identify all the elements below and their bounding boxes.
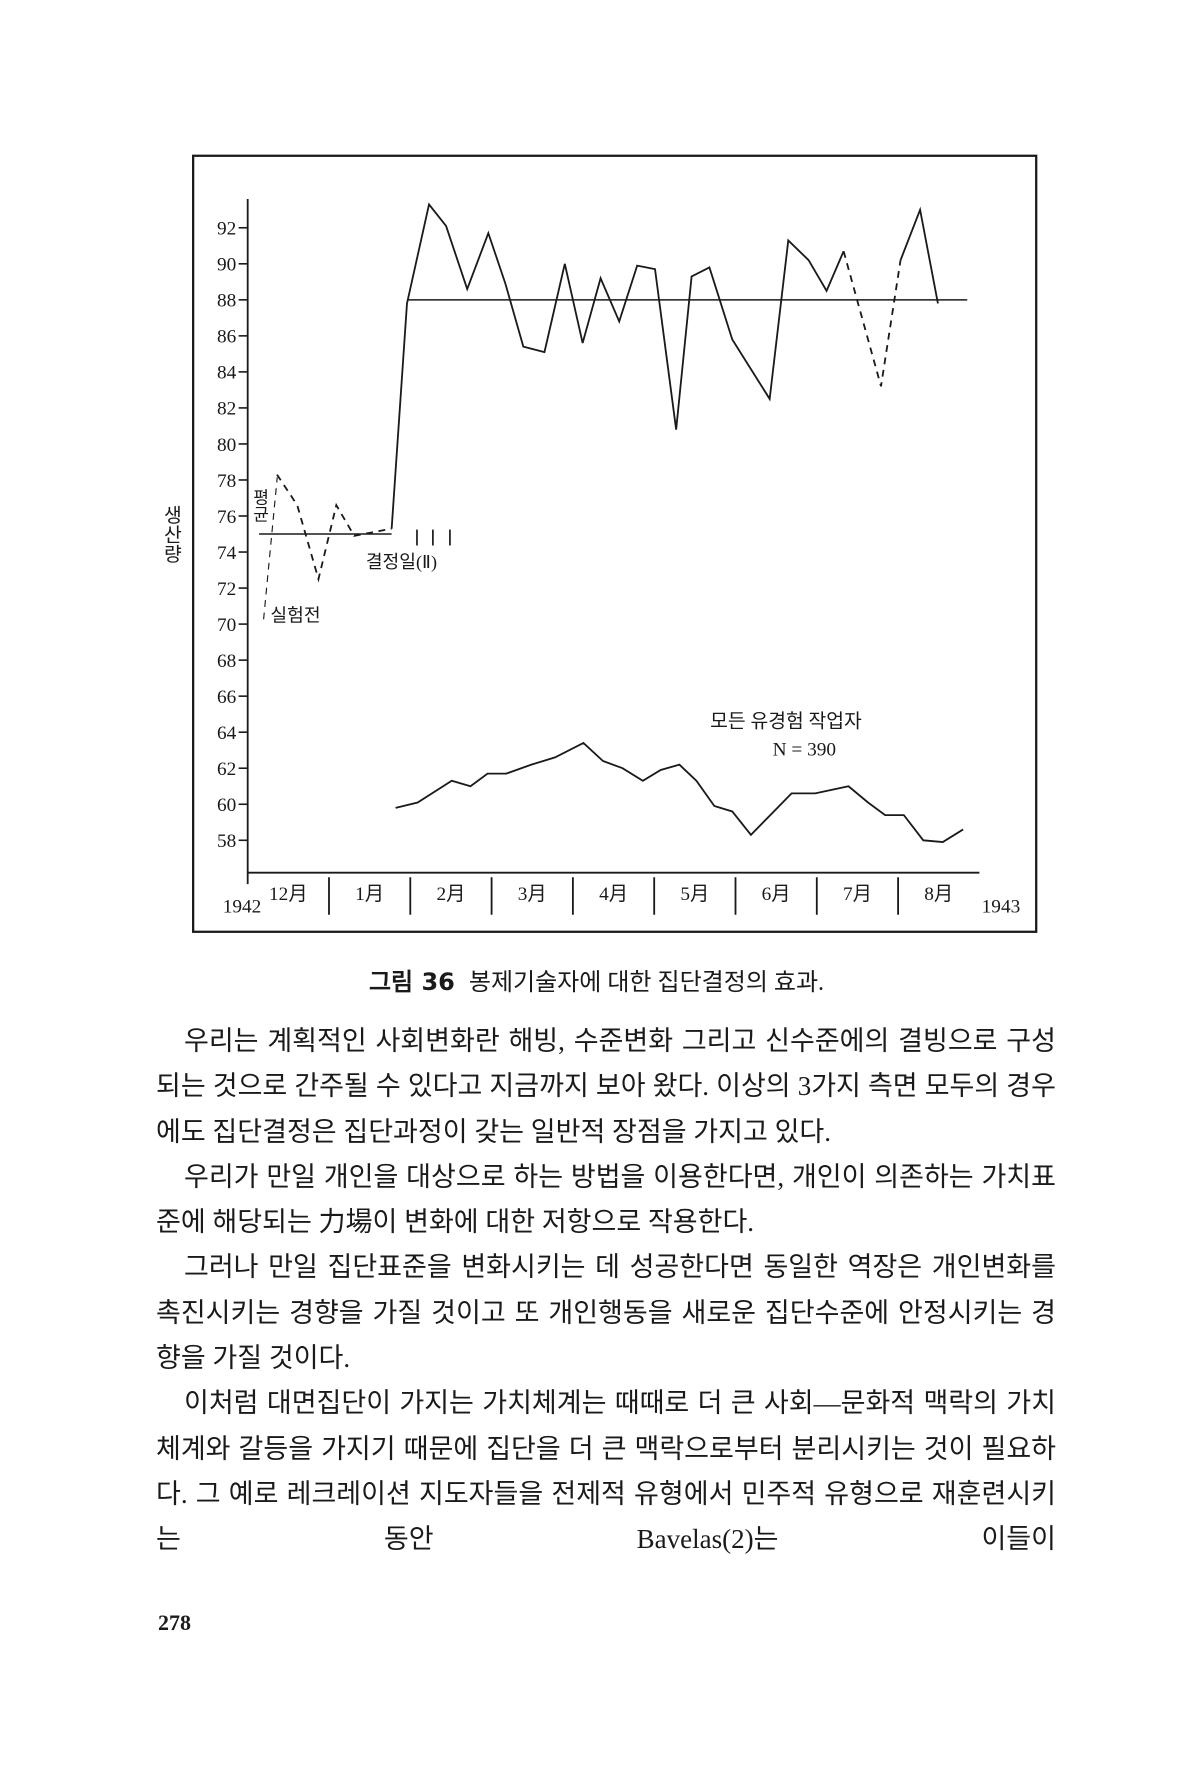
leader-line: [263, 477, 278, 620]
x-tick-label: 12月: [269, 884, 308, 905]
y-tick-label: 66: [217, 687, 237, 708]
y-tick-label: 62: [217, 759, 236, 780]
annotation: 실험전: [270, 606, 320, 626]
annotation: 결정일(Ⅱ): [366, 552, 437, 573]
x-tick-label: 1月: [355, 884, 384, 905]
y-tick-label: 84: [217, 363, 237, 384]
y-tick-label: 92: [217, 219, 236, 240]
y-tick-label: 80: [217, 435, 236, 456]
figure-frame: [192, 154, 1038, 933]
y-tick-label: 74: [217, 543, 237, 564]
x-tick-label: 3月: [518, 884, 547, 905]
data-line: [842, 250, 902, 387]
paragraph: 우리가 만일 개인을 대상으로 하는 방법을 이용한다면, 개인이 의존하는 가…: [156, 1161, 1056, 1238]
y-tick-label: 70: [217, 615, 236, 636]
y-tick-label: 78: [217, 471, 236, 492]
page-number: 278: [158, 1610, 191, 1635]
x-tick-label: 7月: [843, 884, 872, 905]
decision-markers: [416, 529, 451, 546]
paragraph: 우리는 계획적인 사회변화란 해빙, 수준변화 그리고 신수준에의 결빙으로 구…: [156, 1026, 1056, 1147]
y-tick-label: 86: [217, 327, 237, 348]
x-tick-label: 8月: [924, 884, 953, 905]
paragraph: 이처럼 대면집단이 가지는 가치체계는 때때로 더 큰 사회—문화적 맥락의 가…: [156, 1388, 1056, 1555]
x-tick-label: 1942: [223, 896, 262, 917]
y-tick-label: 68: [217, 651, 236, 672]
y-tick-label: 58: [217, 831, 236, 852]
x-tick-label: 2月: [436, 884, 465, 905]
y-tick-label: 88: [217, 291, 236, 312]
x-tick-label: 6月: [762, 884, 791, 905]
data-line: [276, 474, 392, 583]
body-text: 우리는 계획적인 사회변화란 해빙, 수준변화 그리고 신수준에의 결빙으로 구…: [156, 1019, 1056, 1563]
paragraph: 그러나 만일 집단표준을 변화시키는 데 성공한다면 동일한 역장은 개인변화를…: [156, 1252, 1056, 1374]
caption: 그림 36 봉제기술자에 대한 집단결정의 효과.: [0, 962, 1193, 997]
x-tick-label: 1943: [982, 896, 1021, 917]
y-tick-label: 60: [217, 795, 236, 816]
annotation: 모든 유경험 작업자: [710, 710, 862, 732]
y-tick-label: 82: [217, 399, 236, 420]
caption-text: 봉제기술자에 대한 집단결정의 효과.: [468, 970, 825, 996]
data-line: [395, 741, 964, 843]
x-tick-label: 5月: [680, 884, 709, 905]
x-tick-label: 4月: [599, 884, 628, 905]
y-tick-label: 64: [217, 723, 237, 744]
caption-label: 그림 36: [368, 968, 455, 996]
annotation: 평균: [250, 489, 269, 523]
data-line: [390, 202, 939, 529]
y-axis-label: 생산량: [160, 505, 182, 563]
y-tick-label: 76: [217, 507, 237, 528]
y-tick-label: 72: [217, 579, 236, 600]
y-tick-label: 90: [217, 255, 236, 276]
annotation: N = 390: [773, 740, 836, 761]
